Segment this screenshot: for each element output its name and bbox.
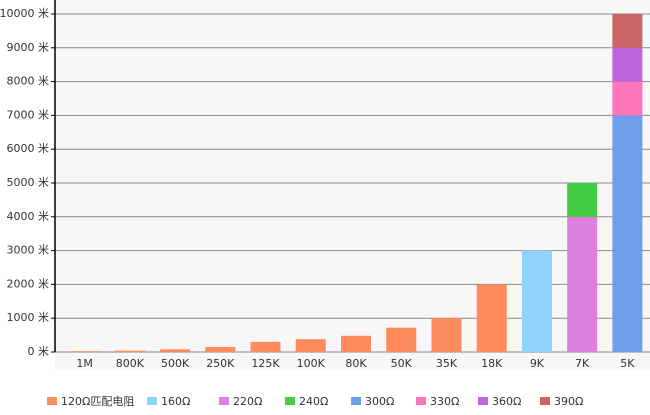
x-tick-label: 100K [297, 357, 326, 370]
legend-swatch [540, 397, 550, 405]
y-tick-label: 10000 米 [0, 7, 49, 20]
bar-segment [567, 183, 598, 217]
legend-swatch [47, 397, 57, 405]
y-tick-label: 0 米 [28, 345, 50, 358]
x-tick-label: 50K [391, 357, 413, 370]
legend-label: 160Ω [161, 395, 190, 408]
legend-swatch [478, 397, 488, 405]
x-tick-label: 35K [436, 357, 458, 370]
legend-swatch [351, 397, 361, 405]
bar-segment [160, 349, 191, 352]
legend-swatch [219, 397, 229, 405]
x-tick-label: 9K [530, 357, 545, 370]
bar-segment [567, 216, 598, 352]
bar-segment [205, 346, 236, 352]
legend-label: 330Ω [430, 395, 459, 408]
plot-background [55, 0, 650, 370]
legend-label: 220Ω [233, 395, 262, 408]
bar-segment [386, 327, 417, 352]
x-tick-label: 500K [161, 357, 190, 370]
y-tick-label: 2000 米 [7, 277, 50, 290]
y-tick-label: 1000 米 [7, 311, 50, 324]
x-tick-label: 5K [620, 357, 635, 370]
bar-segment [476, 284, 507, 352]
y-tick-label: 7000 米 [7, 108, 50, 121]
x-tick-label: 7K [575, 357, 590, 370]
bar-segment [295, 339, 326, 352]
legend-label: 360Ω [492, 395, 521, 408]
y-tick-label: 9000 米 [7, 41, 50, 54]
legend-swatch [285, 397, 295, 405]
legend-label: 390Ω [554, 395, 583, 408]
x-tick-label: 1M [76, 357, 93, 370]
x-tick-label: 18K [481, 357, 503, 370]
bar-segment [521, 250, 552, 352]
y-tick-label: 4000 米 [7, 210, 50, 223]
bar-segment [341, 335, 371, 352]
x-tick-label: 800K [116, 357, 145, 370]
bar-segment [69, 351, 100, 352]
bar-segment [612, 14, 643, 48]
bar-segment [612, 47, 643, 82]
legend-label: 300Ω [365, 395, 394, 408]
legend-label: 240Ω [299, 395, 328, 408]
bar-segment [114, 350, 145, 352]
bar-segment [431, 318, 462, 352]
bar-segment [250, 341, 281, 352]
legend-label: 120Ω匹配电阻 [61, 395, 134, 408]
x-tick-label: 125K [251, 357, 280, 370]
y-tick-label: 8000 米 [7, 75, 50, 88]
legend-swatch [416, 397, 426, 405]
legend-swatch [147, 397, 157, 405]
y-tick-label: 5000 米 [7, 176, 50, 189]
x-tick-label: 250K [206, 357, 235, 370]
y-tick-label: 3000 米 [7, 244, 50, 257]
bar-segment [612, 115, 643, 353]
bar-segment [612, 81, 643, 116]
y-tick-label: 6000 米 [7, 142, 50, 155]
x-tick-label: 80K [345, 357, 367, 370]
